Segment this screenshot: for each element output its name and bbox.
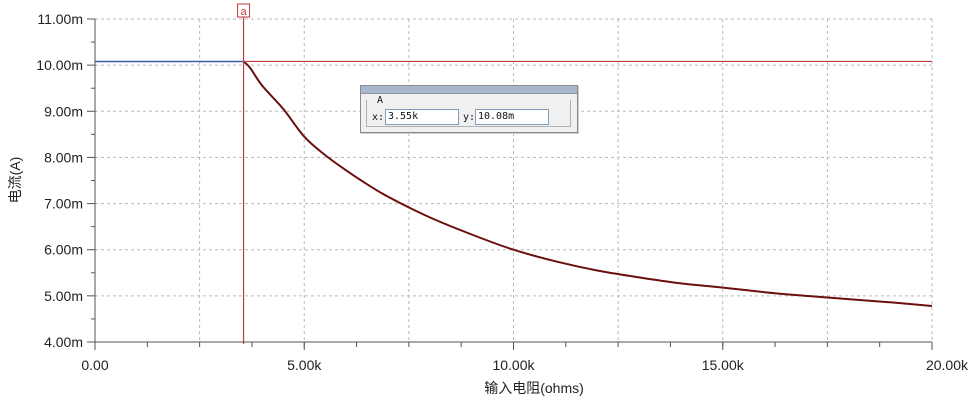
x-tick-label: 10.00k — [492, 357, 535, 373]
axis-layer — [87, 18, 933, 350]
grid-layer — [95, 18, 933, 342]
y-field-label: y: — [463, 112, 476, 123]
x-tick-label: 0.00 — [81, 357, 108, 373]
x-tick-label: 20.00k — [926, 357, 969, 373]
cursor-panel-title-bar[interactable] — [361, 86, 577, 94]
x-tick-label: 15.00k — [702, 357, 745, 373]
y-tick-label: 8.00m — [44, 149, 83, 165]
cursor-layer: a — [237, 3, 932, 344]
series-line-current-curve — [242, 60, 933, 307]
cursor-marker-label: a — [241, 6, 248, 18]
y-axis-title: 电流(A) — [7, 157, 23, 204]
y-value-field[interactable]: 10.08m — [475, 109, 549, 125]
cursor-group-box — [366, 100, 571, 127]
y-tick-label: 6.00m — [44, 242, 83, 258]
cursor-readout-panel[interactable]: A x: 3.55k y: 10.08m — [360, 85, 578, 133]
y-tick-label: 10.00m — [36, 57, 83, 73]
y-tick-label: 4.00m — [44, 334, 83, 350]
cursor-marker[interactable] — [237, 3, 251, 18]
cursor-group-label: A — [375, 95, 386, 106]
x-axis-title: 输入电阻(ohms) — [484, 380, 584, 396]
x-value-field[interactable]: 3.55k — [385, 109, 459, 125]
x-field-label: x: — [372, 112, 385, 123]
y-tick-label: 9.00m — [44, 103, 83, 119]
series-layer — [95, 60, 933, 307]
label-layer: 输入电阻(ohms) 电流(A) 4.00m 5.00m 6.00m 7.00m 8.0… — [7, 11, 969, 396]
y-tick-label: 5.00m — [44, 288, 83, 304]
y-tick-label: 7.00m — [44, 196, 83, 212]
x-tick-label: 5.00k — [287, 357, 322, 373]
y-tick-label: 11.00m — [37, 11, 83, 27]
